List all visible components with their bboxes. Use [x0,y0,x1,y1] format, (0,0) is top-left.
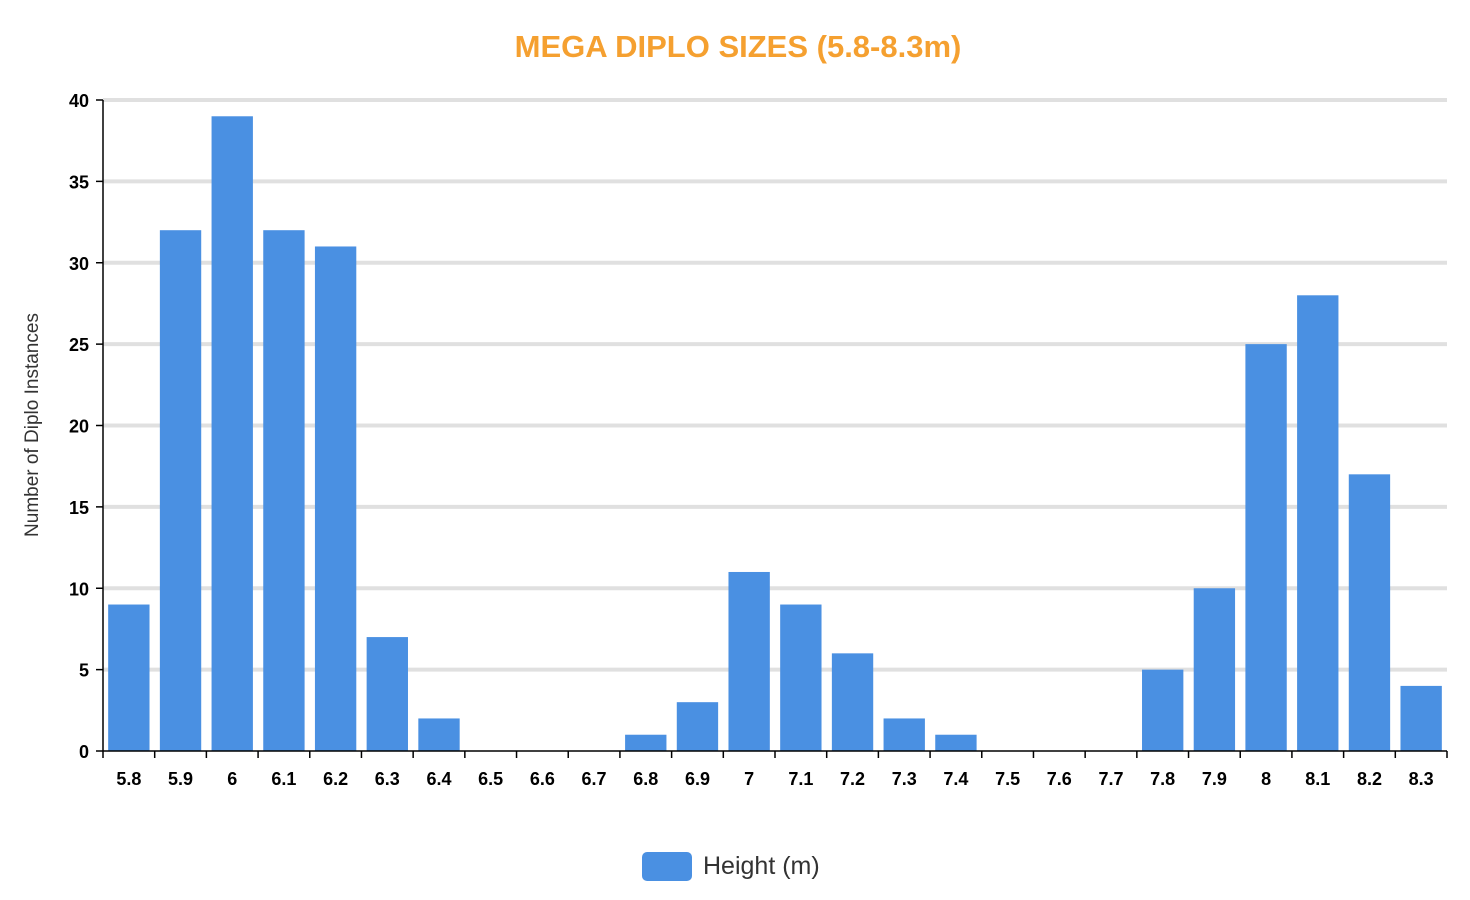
x-tick-label: 8.1 [1305,769,1330,789]
bar-7.2[interactable] [831,653,874,751]
y-tick-label: 15 [69,498,89,518]
x-tick-label: 7.4 [943,769,968,789]
bar-6.9[interactable] [676,702,719,751]
x-tick-label: 5.9 [168,769,193,789]
x-tick-label: 6.2 [323,769,348,789]
bar-7.3[interactable] [883,718,925,751]
legend-swatch[interactable] [642,852,692,881]
x-tick-label: 8.2 [1357,769,1382,789]
x-tick-label: 6.6 [530,769,555,789]
x-tick-labels: 5.8 5.9 6 6.1 6.2 6.3 6.4 6.5 6.6 6.7 6.8 6.9 7 7.1 7.… [116,769,1433,789]
y-tick-label: 5 [79,661,89,681]
legend-label: Height (m) [703,852,820,880]
x-tick-label: 7.9 [1202,769,1227,789]
x-tick-label: 8.3 [1409,769,1434,789]
x-tick-label: 8 [1261,769,1271,789]
bar-6.1[interactable] [263,230,305,751]
x-tick-label: 6.1 [271,769,296,789]
y-tick-label: 35 [69,172,89,192]
x-tick-label: 7.3 [892,769,917,789]
y-tick-label: 10 [69,579,89,599]
y-tick-label: 20 [69,417,89,437]
x-tick-label: 6.8 [633,769,658,789]
bar-6.3[interactable] [366,637,408,751]
bar-6.8[interactable] [625,734,667,751]
x-tick-label: 5.8 [116,769,141,789]
x-tick-label: 6.5 [478,769,503,789]
x-tick-label: 6.7 [582,769,607,789]
x-tick-label: 6 [227,769,237,789]
legend[interactable]: Height (m) [642,852,820,881]
y-tick-label: 25 [69,335,89,355]
bar-6.2[interactable] [314,246,357,751]
x-tick-label: 7.2 [840,769,865,789]
bar-5.9[interactable] [159,230,202,751]
bar-7.4[interactable] [935,734,977,751]
x-tick-label: 6.4 [426,769,451,789]
x-tick-label: 7.8 [1150,769,1175,789]
x-tick-label: 7.5 [995,769,1020,789]
x-tick-label: 6.9 [685,769,710,789]
bar-6[interactable] [211,116,253,751]
chart-title: MEGA DIPLO SIZES (5.8-8.3m) [515,29,962,64]
bar-8[interactable] [1245,344,1287,751]
x-tick-label: 7.6 [1047,769,1072,789]
bar-7.9[interactable] [1193,588,1236,751]
x-tick-label: 7.7 [1098,769,1123,789]
bar-7[interactable] [728,571,770,751]
bars [108,116,1442,751]
y-axis-label: Number of Diplo Instances [22,313,43,537]
bar-8.2[interactable] [1348,474,1391,751]
x-tick-label: 7 [744,769,754,789]
y-tick-label: 0 [79,742,89,762]
bar-7.8[interactable] [1142,669,1184,751]
bar-8.1[interactable] [1297,295,1339,751]
bar-7.1[interactable] [780,604,822,751]
bar-6.4[interactable] [418,718,460,751]
y-tick-label: 30 [69,254,89,274]
x-tick-label: 6.3 [375,769,400,789]
y-tick-labels: 0 5 10 15 20 25 30 35 40 [69,91,103,762]
y-tick-label: 40 [69,91,89,111]
bar-5.8[interactable] [108,604,150,751]
x-tick-label: 7.1 [788,769,813,789]
bar-8.3[interactable] [1400,685,1442,751]
